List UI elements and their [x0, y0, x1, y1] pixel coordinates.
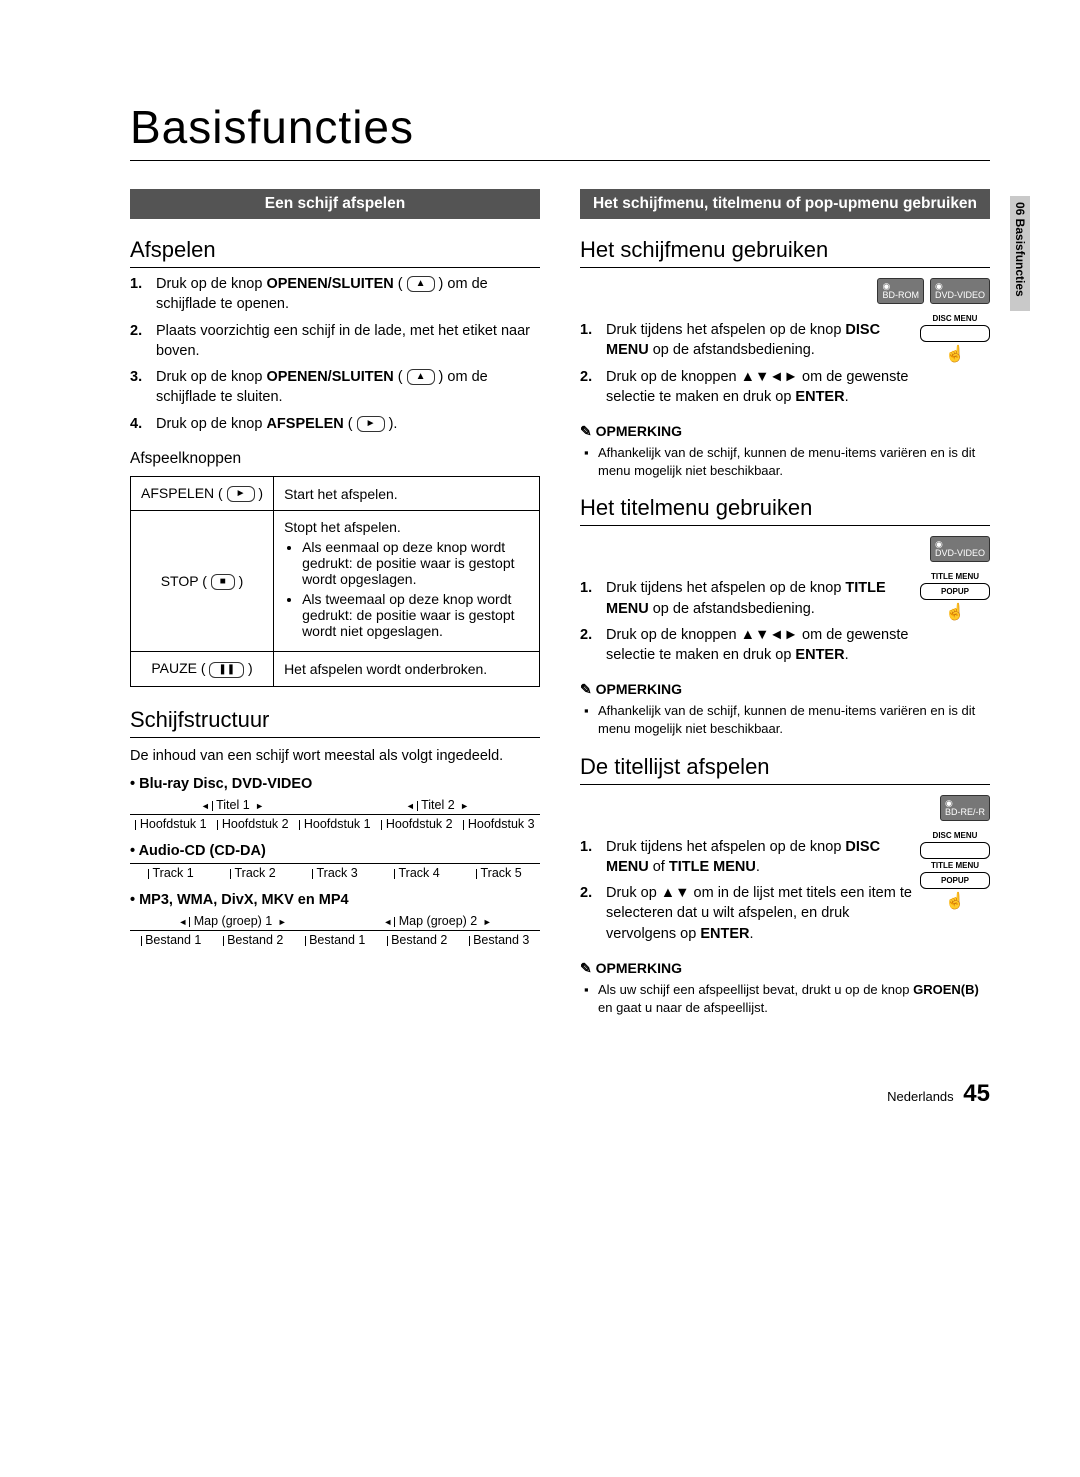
play-steps: Druk op de knop OPENEN/SLUITEN ( ▲ ) om … — [130, 274, 540, 434]
struct-cell: Bestand 1 — [294, 930, 376, 949]
footer-page-number: 45 — [963, 1080, 990, 1107]
button-icon: ■ — [211, 574, 235, 590]
struct-cell: Hoofdstuk 2 — [212, 814, 294, 833]
list-type-icons: ◉BD-RE/-R — [940, 795, 990, 821]
button-icon: ▲ — [407, 369, 435, 385]
struct-cell: Map (groep) 1 — [130, 912, 335, 930]
table-row: STOP ( ■ )Stopt het afspelen.Als eenmaal… — [131, 511, 540, 652]
control-desc: Stopt het afspelen.Als eenmaal op deze k… — [274, 511, 540, 652]
button-icon: ► — [357, 416, 385, 432]
struct-cell: Track 4 — [376, 863, 458, 882]
disc-type-icon: ◉DVD-VIDEO — [930, 536, 990, 562]
left-column: Een schijf afspelen Afspelen Druk op de … — [130, 189, 540, 1020]
list-note: Als uw schijf een afspeellijst bevat, dr… — [580, 981, 990, 1016]
list-steps: Druk tijdens het afspelen op de knop DIS… — [580, 837, 990, 944]
disc-type-icon: ◉BD-ROM — [877, 278, 924, 304]
struct2: Track 1 Track 2 Track 3 Track 4 Track 5 — [130, 863, 540, 882]
button-icon: ► — [227, 486, 255, 502]
step-item: Druk tijdens het afspelen op de knop DIS… — [580, 837, 990, 878]
struct-cell: Track 5 — [458, 863, 540, 882]
disc-type-icon: ◉BD-RE/-R — [940, 795, 990, 821]
struct-cell: Hoofdstuk 1 — [130, 814, 212, 833]
heading-afspelen: Afspelen — [130, 237, 540, 268]
struct-cell: Titel 1 — [130, 796, 335, 814]
struct3-title: • MP3, WMA, DivX, MKV en MP4 — [130, 892, 540, 908]
step-item: Druk op de knop AFSPELEN ( ► ). — [130, 414, 540, 434]
struct3: Map (groep) 1 Map (groep) 2 Bestand 1 Be… — [130, 912, 540, 949]
page-footer: Nederlands 45 — [130, 1080, 990, 1108]
heading-afspeelknoppen: Afspeelknoppen — [130, 450, 540, 468]
struct-cell: Bestand 1 — [130, 930, 212, 949]
button-icon: ▲ — [407, 276, 435, 292]
right-column: Het schijfmenu, titelmenu of pop-upmenu … — [580, 189, 990, 1020]
control-desc: Het afspelen wordt onderbroken. — [274, 652, 540, 686]
heading-schijfstructuur: Schijfstructuur — [130, 707, 540, 738]
step-item: Druk op de knoppen ▲▼◄► om de gewenste s… — [580, 367, 990, 408]
struct-cell: Hoofdstuk 2 — [376, 814, 458, 833]
struct1-title: • Blu-ray Disc, DVD-VIDEO — [130, 776, 540, 792]
note-heading: OPMERKING — [580, 681, 990, 698]
control-name: STOP ( ■ ) — [131, 511, 274, 652]
step-item: Druk op de knop OPENEN/SLUITEN ( ▲ ) om … — [130, 274, 540, 315]
struct-cell: Titel 2 — [335, 796, 540, 814]
struct-cell: Bestand 3 — [458, 930, 540, 949]
manual-page: 06 Basisfuncties Basisfuncties Een schij… — [0, 0, 1080, 1178]
columns: Een schijf afspelen Afspelen Druk op de … — [130, 189, 990, 1020]
disc-type-icon: ◉DVD-VIDEO — [930, 278, 990, 304]
step-item: Druk op de knoppen ▲▼◄► om de gewenste s… — [580, 625, 990, 666]
struct-cell: Track 2 — [212, 863, 294, 882]
struct-cell: Map (groep) 2 — [335, 912, 540, 930]
struct-cell: Track 3 — [294, 863, 376, 882]
title-note: Afhankelijk van de schijf, kunnen de men… — [580, 702, 990, 737]
section-bar-right: Het schijfmenu, titelmenu of pop-upmenu … — [580, 189, 990, 219]
struct2-title: • Audio-CD (CD-DA) — [130, 843, 540, 859]
table-row: PAUZE ( ❚❚ )Het afspelen wordt onderbrok… — [131, 652, 540, 686]
struct-cell: Hoofdstuk 1 — [294, 814, 376, 833]
title-type-icons: ◉DVD-VIDEO — [930, 536, 990, 562]
footer-lang: Nederlands — [887, 1089, 954, 1104]
disc-type-icons: ◉BD-ROM◉DVD-VIDEO — [877, 278, 990, 304]
disc-note: Afhankelijk van de schijf, kunnen de men… — [580, 444, 990, 479]
table-row: AFSPELEN ( ► )Start het afspelen. — [131, 477, 540, 511]
section-bar-left: Een schijf afspelen — [130, 189, 540, 219]
step-item: Druk op de knop OPENEN/SLUITEN ( ▲ ) om … — [130, 367, 540, 408]
control-name: AFSPELEN ( ► ) — [131, 477, 274, 511]
page-title: Basisfuncties — [130, 100, 990, 161]
heading-titlelist: De titellijst afspelen — [580, 754, 990, 785]
struct-cell: Bestand 2 — [376, 930, 458, 949]
side-tab: 06 Basisfuncties — [1010, 196, 1030, 311]
note-heading: OPMERKING — [580, 423, 990, 440]
control-name: PAUZE ( ❚❚ ) — [131, 652, 274, 686]
step-item: Plaats voorzichtig een schijf in de lade… — [130, 321, 540, 362]
button-icon: ❚❚ — [209, 662, 244, 678]
struct-cell: Hoofdstuk 3 — [458, 814, 540, 833]
struct-cell: Bestand 2 — [212, 930, 294, 949]
controls-table: AFSPELEN ( ► )Start het afspelen.STOP ( … — [130, 476, 540, 687]
struct-cell: Track 1 — [130, 863, 212, 882]
note-heading: OPMERKING — [580, 960, 990, 977]
step-item: Druk tijdens het afspelen op de knop TIT… — [580, 578, 990, 619]
heading-titlemenu: Het titelmenu gebruiken — [580, 495, 990, 526]
heading-discmenu: Het schijfmenu gebruiken — [580, 237, 990, 268]
control-desc: Start het afspelen. — [274, 477, 540, 511]
step-item: Druk tijdens het afspelen op de knop DIS… — [580, 320, 990, 361]
struct-intro: De inhoud van een schijf wort meestal al… — [130, 746, 540, 766]
struct1: Titel 1 Titel 2 Hoofdstuk 1 Hoofdstuk 2 … — [130, 796, 540, 833]
step-item: Druk op ▲▼ om in de lijst met titels een… — [580, 883, 990, 944]
